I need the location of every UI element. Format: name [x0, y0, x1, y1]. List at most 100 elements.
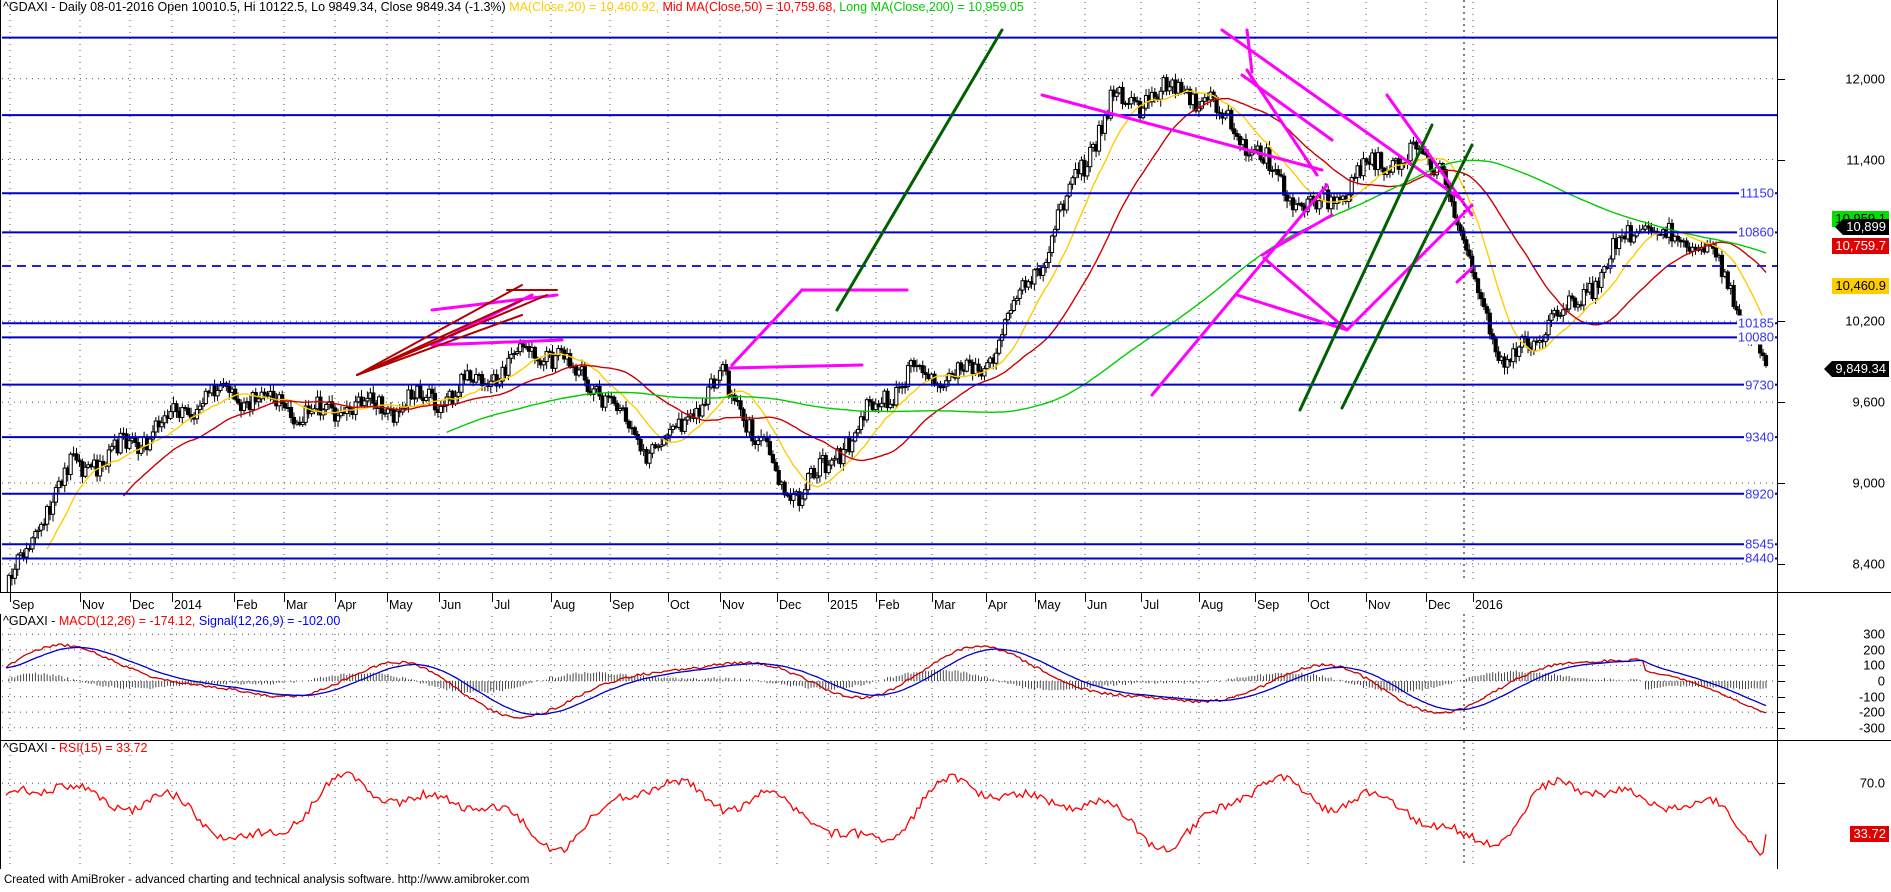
macd-symbol-label: ^GDAXI - [3, 614, 59, 628]
date-axis-tick [1255, 593, 1256, 602]
date-axis-tick [80, 593, 81, 602]
support-level-label: 10860 [1736, 224, 1775, 240]
price-axis-separator [1777, 0, 1778, 592]
macd-y-axis[interactable]: 300 200 100 0 -100 -200 -300 [1778, 614, 1891, 740]
macd-axis-tick-label: 100 [1863, 657, 1885, 673]
date-axis-label: May [1037, 598, 1061, 612]
date-axis-tick [439, 593, 440, 602]
macd-axis-tick-label: 300 [1863, 626, 1885, 642]
price-summary-text: ^GDAXI - Daily 08-01-2016 Open 10010.5, … [3, 0, 506, 14]
date-axis-label: Nov [1368, 598, 1391, 612]
date-axis-tick [10, 593, 11, 602]
date-axis-label: Jun [1087, 598, 1108, 612]
price-chart-canvas[interactable] [0, 0, 1891, 592]
date-axis-label: Jul [494, 598, 510, 612]
date-axis-label: Dec [132, 598, 155, 612]
hidden-value-flag: 10,899 [1843, 219, 1889, 236]
support-level-label: 9730 [1744, 377, 1775, 393]
rsi-value-flag: 33.72 [1850, 826, 1889, 843]
date-axis-label: 2016 [1475, 598, 1503, 612]
date-axis-label: Sep [612, 598, 635, 612]
date-axis-tick [1366, 593, 1367, 602]
rsi-symbol-label: ^GDAXI - [3, 741, 59, 755]
price-axis-tick [1778, 78, 1785, 80]
date-axis-tick [1473, 593, 1474, 602]
date-axis-label: Nov [722, 598, 745, 612]
date-axis-label: Sep [1257, 598, 1280, 612]
date-axis-tick [1199, 593, 1200, 602]
ma50-legend-label: Mid MA(Close,50) = 10,759.68, [662, 0, 836, 14]
macd-axis-tick [1778, 634, 1785, 636]
price-y-axis[interactable]: 12,00011,40010,2009,6009,0008,40010,959.… [1778, 0, 1891, 592]
ma20-legend-label: MA(Close,20) = 10,460.92, [509, 0, 659, 14]
price-axis-tick-label: 11,400 [1846, 152, 1885, 168]
date-axis[interactable]: Sep Nov Dec 2014 Feb Mar Apr May Jun Jul Aug Sep Oct… [0, 592, 1891, 616]
date-axis-label: 2014 [174, 598, 202, 612]
date-axis-label: Oct [670, 598, 690, 612]
support-level-label: 8440 [1744, 550, 1775, 566]
macd-axis-tick-label: -100 [1858, 689, 1885, 705]
date-axis-tick [1308, 593, 1309, 602]
macd-axis-tick [1778, 712, 1785, 714]
date-axis-label: Sep [12, 598, 35, 612]
date-axis-tick [130, 593, 131, 602]
macd-axis-separator [1777, 614, 1778, 740]
rsi-axis-separator [1777, 741, 1778, 869]
macd-panel-header: ^GDAXI - MACD(12,26) = -174.12, Signal(1… [3, 615, 340, 628]
date-axis-label: May [389, 598, 413, 612]
date-axis-label: Jun [441, 598, 462, 612]
rsi-panel[interactable]: ^GDAXI - RSI(15) = 33.72 70.0 33.72 [0, 740, 1891, 869]
support-level-label: 9340 [1744, 429, 1775, 445]
date-axis-label: 2015 [830, 598, 858, 612]
price-axis-tick-label: 9,600 [1852, 394, 1885, 410]
date-axis-tick [1426, 593, 1427, 602]
date-axis-tick [335, 593, 336, 602]
macd-plot-wrapper [0, 614, 1891, 740]
date-axis-tick [720, 593, 721, 602]
support-level-label: 10185 [1736, 315, 1775, 331]
date-axis-tick [551, 593, 552, 602]
macd-axis-tick-label: 200 [1863, 642, 1885, 658]
price-axis-tick-label: 10,200 [1845, 313, 1885, 329]
macd-panel[interactable]: ^GDAXI - MACD(12,26) = -174.12, Signal(1… [0, 614, 1891, 740]
price-axis-tick-label: 12,000 [1845, 71, 1885, 87]
date-axis-label: Dec [1428, 598, 1451, 612]
date-axis-tick [492, 593, 493, 602]
price-chart-panel[interactable]: ^GDAXI - Daily 08-01-2016 Open 10010.5, … [0, 0, 1891, 592]
price-panel-header: ^GDAXI - Daily 08-01-2016 Open 10010.5, … [3, 1, 1024, 14]
macd-axis-tick-label: -300 [1858, 720, 1885, 736]
rsi-legend-label: RSI(15) = 33.72 [58, 741, 148, 755]
signal-legend-label: Signal(12,26,9) = -102.00 [198, 614, 341, 628]
ma200-legend-label: Long MA(Close,200) = 10,959.05 [839, 0, 1024, 14]
macd-axis-tick [1778, 727, 1785, 729]
rsi-axis-tick [1778, 783, 1785, 785]
ma50-value-flag: 10,759.7 [1832, 237, 1889, 254]
date-axis-label: Aug [553, 598, 576, 612]
support-level-label: 8920 [1744, 486, 1775, 502]
date-axis-tick [234, 593, 235, 602]
support-level-label: 11150 [1738, 185, 1775, 201]
price-plot-wrapper [0, 0, 1891, 592]
date-axis-tick [1085, 593, 1086, 602]
rsi-y-axis[interactable]: 70.0 33.72 [1778, 741, 1891, 869]
date-axis-label: Apr [337, 598, 357, 612]
price-axis-tick-label: 8,400 [1852, 556, 1885, 572]
rsi-chart-canvas[interactable] [0, 741, 1891, 869]
price-axis-tick [1778, 321, 1785, 323]
macd-axis-tick [1778, 681, 1785, 682]
date-axis-tick [668, 593, 669, 602]
date-axis-tick [932, 593, 933, 602]
date-axis-label: Apr [988, 598, 1008, 612]
macd-axis-tick-label: 0 [1877, 673, 1885, 689]
ma20-value-flag: 10,460.9 [1832, 278, 1889, 295]
rsi-axis-tick-label: 70.0 [1859, 775, 1885, 791]
date-axis-label: Feb [236, 598, 258, 612]
date-axis-tick [1035, 593, 1036, 602]
price-axis-tick [1778, 159, 1785, 161]
macd-axis-tick [1778, 649, 1785, 651]
macd-chart-canvas[interactable] [0, 614, 1891, 740]
price-axis-tick [1778, 482, 1785, 484]
date-axis-tick [986, 593, 987, 602]
last-close-flag: 9,849.34 [1832, 360, 1889, 377]
